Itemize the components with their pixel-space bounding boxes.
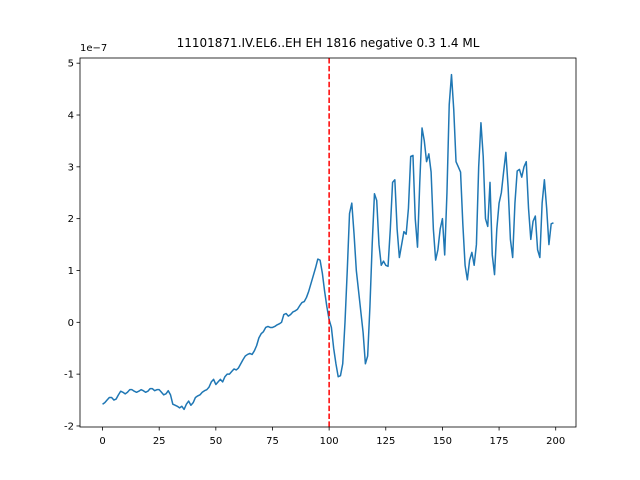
x-tick-label: 200 [546, 436, 565, 447]
x-tick-label: 175 [490, 436, 509, 447]
x-tick-label: 75 [266, 436, 279, 447]
y-tick-label: 3 [68, 162, 74, 173]
y-tick-label: -2 [64, 421, 74, 432]
x-tick-label: 0 [99, 436, 105, 447]
y-tick-label: 0 [68, 318, 74, 329]
x-tick-label: 125 [376, 436, 395, 447]
plot-frame [79, 57, 577, 428]
y-tick-label: 2 [68, 214, 74, 225]
y-tick-label: 5 [68, 59, 74, 70]
y-tick-label: 4 [68, 111, 74, 122]
chart-title: 11101871.IV.EL6..EH EH 1816 negative 0.3… [177, 36, 480, 50]
line-series [102, 73, 554, 411]
x-tick-label: 100 [320, 436, 339, 447]
y-tick-label: 1 [68, 266, 74, 277]
x-tick-label: 25 [153, 436, 166, 447]
x-tick-label: 150 [433, 436, 452, 447]
y-tick-label: -1 [64, 370, 74, 381]
x-tick-label: 50 [209, 436, 222, 447]
y-offset-label: 1e−7 [80, 43, 107, 54]
